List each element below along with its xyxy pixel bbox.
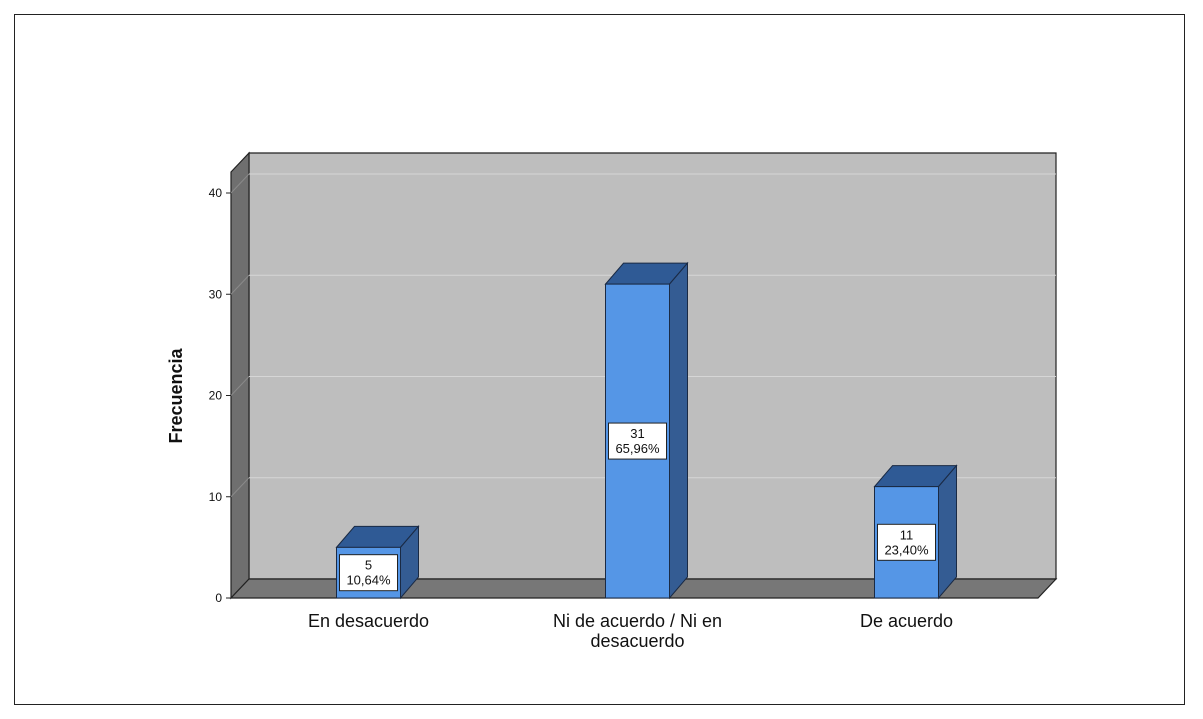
- y-axis-label: Frecuencia: [166, 347, 186, 443]
- data-label-percent: 65,96%: [615, 441, 660, 456]
- x-category-label: De acuerdo: [860, 611, 953, 631]
- data-label-box: [339, 554, 398, 592]
- left-wall: [230, 151, 250, 600]
- y-axis: 0 10 20 30 40: [209, 186, 231, 605]
- x-category-label: En desacuerdo: [308, 611, 429, 631]
- x-axis: En desacuerdo Ni de acuerdo / Ni en desacu…: [308, 611, 953, 651]
- chart-frame: 0 10 20 30 40 5 10,64% 31 65,96% 11 23,40% En des…: [14, 14, 1185, 705]
- bar-side: [669, 261, 688, 600]
- y-tick-label: 40: [209, 186, 223, 200]
- bar: 510,64%: [335, 525, 420, 600]
- x-category-label-line: desacuerdo: [590, 631, 684, 651]
- y-tick-label: 20: [209, 389, 223, 403]
- data-label-box: [877, 523, 936, 561]
- x-category-label-line: En desacuerdo: [308, 611, 429, 631]
- gridline-side: [230, 274, 250, 295]
- gridline-side: [230, 477, 250, 498]
- y-tick-label: 10: [209, 490, 223, 504]
- data-label-percent: 10,64%: [346, 573, 391, 588]
- data-label-percent: 23,40%: [884, 542, 929, 557]
- data-label-box: [608, 422, 667, 460]
- data-label-value: 31: [630, 426, 644, 441]
- data-label-value: 11: [900, 527, 914, 542]
- y-tick-label: 30: [209, 287, 223, 301]
- bar-side: [938, 464, 957, 600]
- y-tick-label: 0: [215, 591, 222, 605]
- gridline-side: [230, 173, 250, 194]
- data-label-value: 5: [365, 558, 372, 573]
- x-category-label-line: De acuerdo: [860, 611, 953, 631]
- x-category-label: Ni de acuerdo / Ni en desacuerdo: [553, 611, 722, 651]
- gridline-side: [230, 376, 250, 396]
- x-category-label-line: Ni de acuerdo / Ni en: [553, 611, 722, 631]
